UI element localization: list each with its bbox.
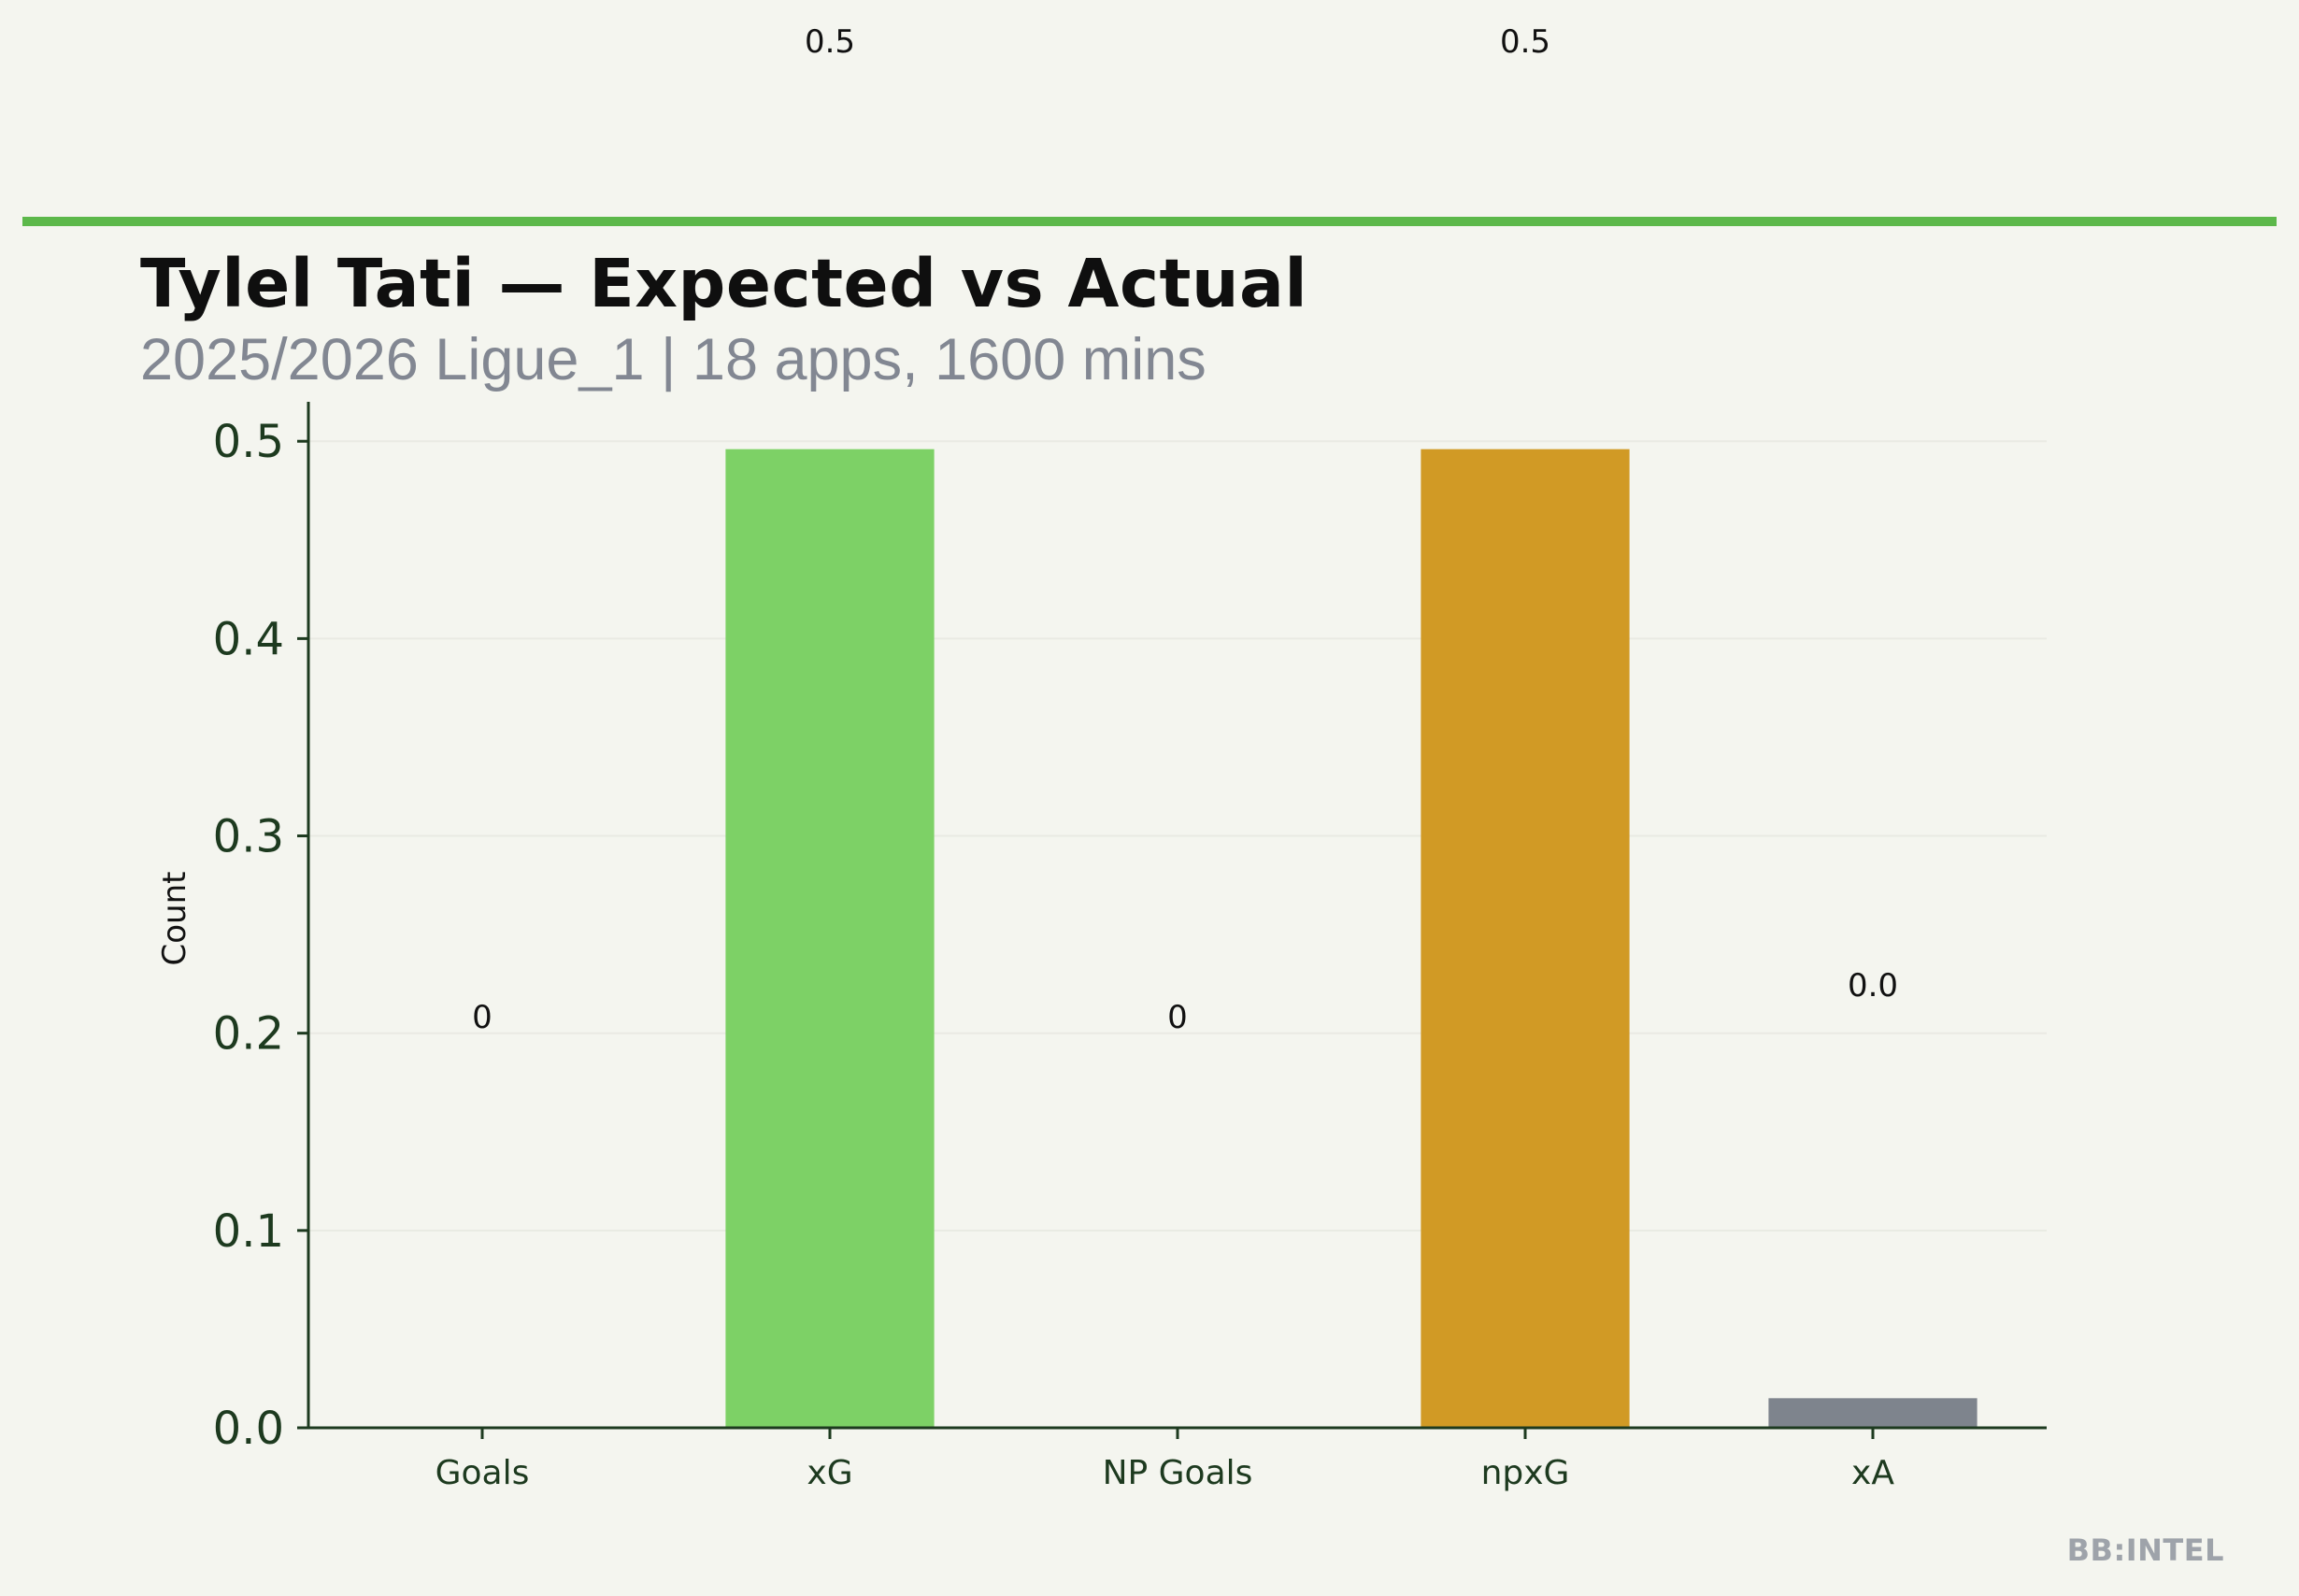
chart-title: Tylel Tati — Expected vs Actual xyxy=(140,245,1308,322)
title-block: Tylel Tati — Expected vs Actual 2025/202… xyxy=(140,245,1307,393)
bar-npxg xyxy=(1421,449,1630,1429)
data-label: 0.5 xyxy=(805,23,855,61)
y-axis-label: Count xyxy=(156,872,193,966)
data-label: 0.5 xyxy=(1500,23,1550,61)
x-tick-label: npxG xyxy=(1481,1454,1570,1492)
bar-xa xyxy=(1768,1398,1978,1428)
data-label: 0 xyxy=(1167,999,1188,1036)
y-tick-label: 0.5 xyxy=(213,416,284,468)
y-tick-label: 0.2 xyxy=(213,1008,284,1061)
y-tick-label: 0.4 xyxy=(213,613,284,665)
x-tick-label: xG xyxy=(807,1454,852,1492)
chart-subtitle: 2025/2026 Ligue_1 | 18 apps, 1600 mins xyxy=(140,327,1207,392)
data-label: 0 xyxy=(472,999,493,1036)
y-tick-label: 0.1 xyxy=(213,1205,284,1258)
data-label: 0.0 xyxy=(1848,967,1898,1005)
accent-bar xyxy=(22,217,2277,226)
y-tick-label: 0.0 xyxy=(213,1403,284,1455)
y-tick-label: 0.3 xyxy=(213,811,284,863)
x-tick-label: Goals xyxy=(436,1454,530,1492)
watermark-logo: BB:INTEL xyxy=(2066,1532,2224,1568)
x-tick-label: NP Goals xyxy=(1103,1454,1253,1492)
bar-xg xyxy=(725,449,935,1429)
x-tick-label: xA xyxy=(1851,1454,1894,1492)
